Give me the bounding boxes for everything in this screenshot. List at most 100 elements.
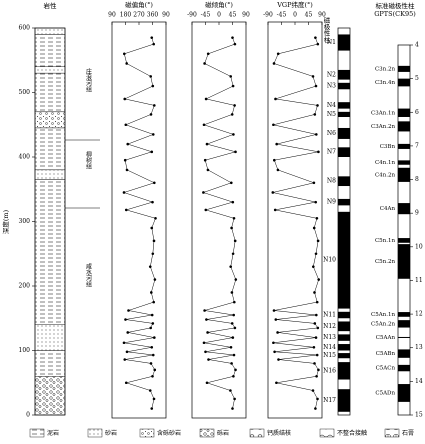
data-point [150, 313, 154, 317]
normal-zone [338, 334, 350, 341]
data-point [232, 353, 236, 357]
data-point [231, 84, 235, 88]
data-point [207, 358, 210, 361]
x-tick-label: 90 [162, 12, 170, 19]
data-point [123, 358, 127, 361]
normal-zone [338, 82, 350, 90]
data-point [273, 158, 276, 162]
data-point [233, 239, 237, 243]
data-point [127, 309, 130, 312]
formation-label: 柳树组 [85, 150, 92, 169]
legend-swatch [249, 428, 265, 438]
data-point [231, 336, 235, 339]
data-point [317, 368, 320, 372]
legend-label: 泥岩 [47, 429, 59, 437]
data-point [123, 52, 126, 56]
data-point [233, 397, 236, 401]
data-point [230, 181, 233, 185]
normal-zone [338, 102, 350, 109]
data-point [122, 191, 126, 194]
data-point [125, 168, 129, 172]
zone-label: N5 [327, 111, 336, 118]
zone-label: N12 [323, 323, 336, 330]
formation-label: 咸水河组 [85, 262, 92, 287]
chron [398, 320, 410, 328]
data-point [274, 318, 278, 321]
chron [398, 364, 410, 372]
data-point [202, 341, 206, 345]
data-point [206, 331, 209, 334]
data-point [206, 168, 210, 172]
panel-title: 磁偏角(°) [125, 0, 153, 9]
data-point [311, 75, 315, 78]
zone-label: N1 [327, 39, 336, 46]
zone-label: N13 [323, 334, 336, 341]
data-point [313, 291, 316, 294]
lithology-layer [34, 169, 66, 180]
zone-label: N4 [327, 102, 336, 109]
chron-label: C3n.2n [375, 66, 395, 72]
zone-label: N8 [327, 178, 336, 185]
legend-label: 不整合接触 [337, 429, 367, 437]
data-point [126, 331, 130, 334]
data-point [315, 133, 318, 136]
x-tick-label: 90 [318, 12, 326, 19]
x-tick-label: -45 [277, 12, 287, 19]
normal-zone [338, 311, 350, 319]
data-point [232, 313, 235, 317]
normal-zone [338, 176, 350, 187]
normal-zone [338, 353, 350, 359]
data-point [125, 350, 129, 354]
data-point [272, 341, 275, 345]
data-point [125, 62, 128, 65]
data-point [206, 52, 210, 56]
data-point [152, 300, 155, 304]
age-tick-label: 7 [415, 142, 419, 149]
data-point [229, 265, 232, 268]
normal-zone [338, 211, 350, 309]
data-point [123, 158, 127, 162]
chron-label: C5ADn [375, 390, 395, 396]
data-point [152, 239, 156, 243]
data-point [203, 158, 207, 162]
panel-title: VGP纬度(°) [276, 0, 313, 9]
data-point [233, 300, 236, 304]
data-point [313, 113, 317, 116]
data-point [150, 345, 154, 349]
chron-label: C3n.4n [375, 80, 395, 86]
x-tick-label: 45 [305, 12, 313, 19]
data-point [272, 62, 276, 65]
data-point [233, 326, 237, 330]
data-point [154, 216, 157, 220]
x-tick-label: 360 [147, 12, 159, 19]
legend-swatch [29, 428, 45, 438]
chron-label: C5ABn [376, 351, 396, 357]
gpts-frame [397, 44, 411, 416]
data-point [316, 104, 319, 107]
age-tick-label: 4 [415, 42, 419, 49]
data-point [122, 341, 126, 345]
age-tick-label: 8 [415, 176, 419, 183]
lithology-layer [34, 127, 66, 171]
data-point [314, 84, 318, 88]
chron-label: C5An.2n [371, 321, 395, 327]
data-point [152, 42, 155, 46]
data-point [276, 168, 280, 172]
lithology-layer [34, 34, 66, 67]
data-point [316, 42, 320, 46]
y-tick-label: 600 [19, 25, 31, 32]
normal-zone [338, 147, 350, 157]
data-point [273, 208, 277, 212]
legend-label: 砂岩 [105, 429, 117, 437]
gpts-title: 标准磁极性柱 [376, 1, 416, 10]
x-tick-label: 270 [133, 12, 145, 19]
age-tick-label: 10 [415, 243, 423, 250]
data-point [315, 300, 319, 304]
zone-label: N15 [323, 352, 336, 359]
data-point [202, 123, 206, 127]
x-tick-label: -90 [263, 12, 273, 19]
zone-label: N10 [323, 257, 336, 264]
data-point [317, 150, 320, 154]
data-point [276, 52, 280, 56]
data-point [232, 133, 235, 136]
